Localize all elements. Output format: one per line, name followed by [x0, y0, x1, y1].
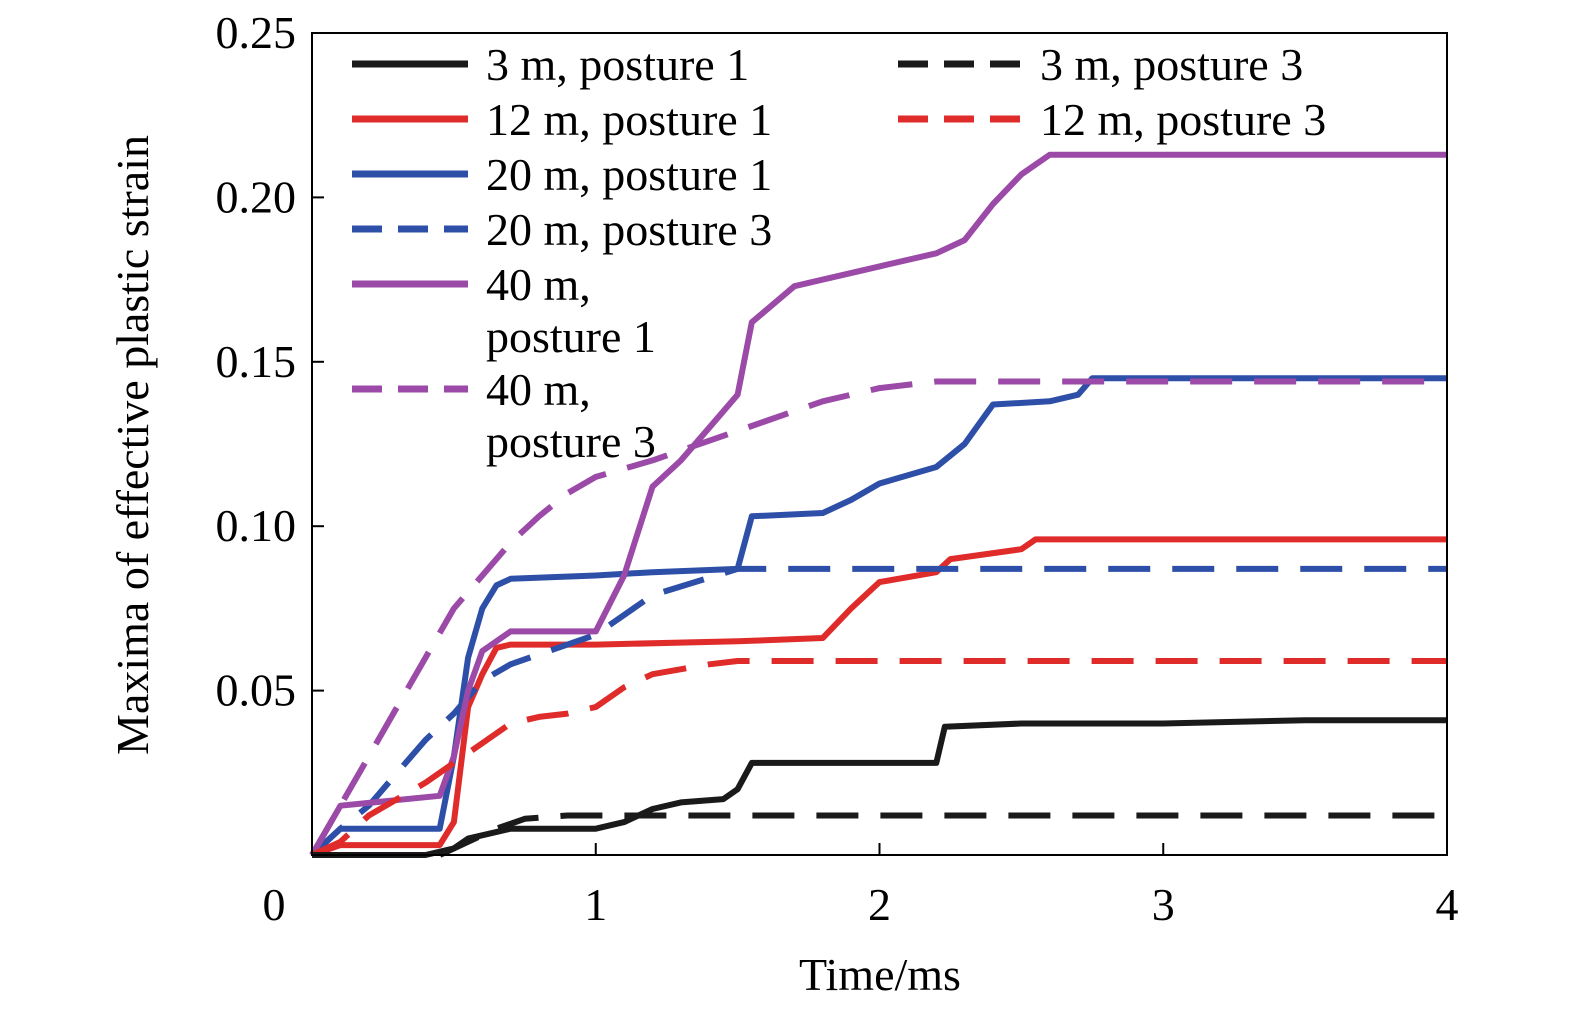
y-tick-label: 0.05: [216, 665, 297, 716]
y-tick-label: 0.20: [216, 171, 297, 222]
y-tick-label: 0.15: [216, 336, 297, 387]
y-axis: 0.05 0.10 0.15 0.20 0.25: [216, 7, 324, 716]
x-axis-title: Time/ms: [799, 949, 961, 1000]
legend-label: 12 m, posture 1: [486, 94, 772, 145]
x-axis: 1 2 3 4: [584, 843, 1459, 930]
legend-label: 20 m, posture 1: [486, 149, 772, 200]
legend-label: posture 3: [486, 416, 656, 467]
x-tick-label: 3: [1152, 879, 1175, 930]
legend-label: posture 1: [486, 311, 656, 362]
series-line-20-m-posture-1: [309, 375, 1447, 858]
legend-label: 3 m, posture 3: [1040, 39, 1303, 90]
series-line-12-m-posture-3: [310, 658, 1447, 858]
legend: 3 m, posture 112 m, posture 120 m, postu…: [352, 39, 1326, 467]
y-tick-label: 0.10: [216, 500, 297, 551]
series-line-20-m-posture-3: [309, 565, 1447, 858]
legend-label: 20 m, posture 3: [486, 204, 772, 255]
x-origin-tick-label: 0: [263, 879, 286, 930]
x-tick-label: 2: [868, 879, 891, 930]
x-tick-label: 1: [584, 879, 607, 930]
legend-label: 3 m, posture 1: [486, 39, 749, 90]
y-axis-title: Maxima of effective plastic strain: [107, 135, 158, 755]
x-tick-label: 4: [1436, 879, 1459, 930]
series-line-3-m-posture-1: [312, 717, 1447, 858]
y-tick-label: 0.25: [216, 7, 297, 58]
series-line-3-m-posture-3: [312, 812, 1447, 858]
series-line-40-m-posture-1: [309, 151, 1447, 857]
legend-label: 40 m,: [486, 364, 591, 415]
legend-label: 12 m, posture 3: [1040, 94, 1326, 145]
series-line-40-m-posture-3: [309, 378, 1447, 857]
series-layer: [309, 151, 1447, 858]
series-line-12-m-posture-1: [311, 536, 1447, 858]
legend-label: 40 m,: [486, 259, 591, 310]
